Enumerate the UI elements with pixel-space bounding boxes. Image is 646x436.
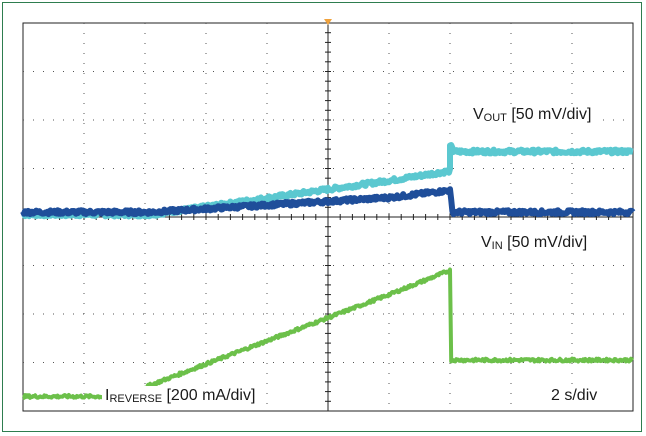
scope-frame: VOUT [50 mV/div] VIN [50 mV/div] IREVERS… [2,2,642,432]
ireverse-label: IREVERSE [200 mA/div] [102,386,259,409]
vout-label: VOUT [50 mV/div] [470,105,595,128]
vin-label: VIN [50 mV/div] [478,233,591,256]
trigger-marker [324,19,332,25]
trace-vin [20,186,636,218]
timebase-label: 2 s/div [548,386,601,406]
oscilloscope-plot [20,19,636,412]
